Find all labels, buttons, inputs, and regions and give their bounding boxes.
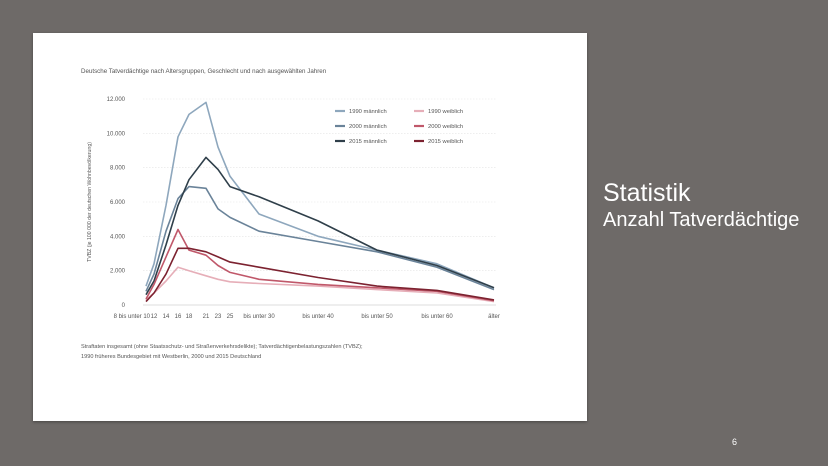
page-number: 6 <box>732 437 738 447</box>
y-tick-label: 8.000 <box>110 166 126 172</box>
legend: 1990 männlich 2000 männlich 2015 männlich 1… <box>335 109 463 145</box>
y-tick-label: 2.000 <box>110 269 126 275</box>
grid-layer <box>143 98 496 306</box>
x-tick-label: 23 <box>215 314 222 320</box>
y-tick-label: 6.000 <box>110 200 126 206</box>
footnote: Straftaten insgesamt (ohne Staatsschutz-… <box>81 342 363 362</box>
series-line-4 <box>145 228 495 302</box>
series-line-3 <box>145 266 495 303</box>
legend-label: 2015 männlich <box>349 139 387 145</box>
x-tick-label: 14 <box>163 314 170 320</box>
y-tick-label: 12.000 <box>107 97 126 103</box>
x-tick-label: bis unter 30 <box>243 314 275 320</box>
y-tick-label: 10.000 <box>107 131 126 137</box>
legend-label: 2000 männlich <box>349 124 387 130</box>
slide-subtitle: Anzahl Tatverdächtige <box>603 209 800 231</box>
legend-label: 1990 weiblich <box>428 109 463 115</box>
x-tick-label: bis unter 50 <box>361 314 393 320</box>
series-line-5 <box>145 247 495 303</box>
x-tick-label: 18 <box>186 314 193 320</box>
x-tick-label: 8 bis unter 10 <box>114 314 151 320</box>
x-tick-label: 16 <box>175 314 182 320</box>
chart-card: Deutsche Tatverdächtige nach Altersgrupp… <box>33 33 587 421</box>
series-line-1 <box>145 185 495 292</box>
line-chart: 0 2.000 4.000 6.000 8.000 10.000 12.000 TVBZ (j… <box>87 97 500 320</box>
x-tick-label: bis unter 60 <box>421 314 453 320</box>
y-tick-label: 0 <box>122 303 126 309</box>
series-line-0 <box>145 101 495 289</box>
x-tick-label: 12 <box>151 314 158 320</box>
x-tick-label: älter <box>488 314 500 320</box>
x-tick-label: 25 <box>227 314 234 320</box>
series-line-2 <box>145 156 495 296</box>
legend-label: 2000 weiblich <box>428 124 463 130</box>
slide-title: Statistik <box>603 179 691 207</box>
y-axis-label: TVBZ (je 100 000 der deutschen Wohnbevöl… <box>87 142 93 262</box>
legend-label: 2015 weiblich <box>428 139 463 145</box>
footnote-line-2: 1990 früheres Bundesgebiet mit Westberli… <box>81 354 262 360</box>
y-tick-label: 4.000 <box>110 234 126 240</box>
chart-title: Deutsche Tatverdächtige nach Altersgrupp… <box>81 68 327 75</box>
series-layer <box>145 101 495 303</box>
x-tick-label: 21 <box>203 314 210 320</box>
axis-layer: 0 2.000 4.000 6.000 8.000 10.000 12.000 TVBZ (j… <box>87 97 500 320</box>
legend-label: 1990 männlich <box>349 109 387 115</box>
footnote-line-1: Straftaten insgesamt (ohne Staatsschutz-… <box>81 344 363 350</box>
x-tick-label: bis unter 40 <box>302 314 334 320</box>
